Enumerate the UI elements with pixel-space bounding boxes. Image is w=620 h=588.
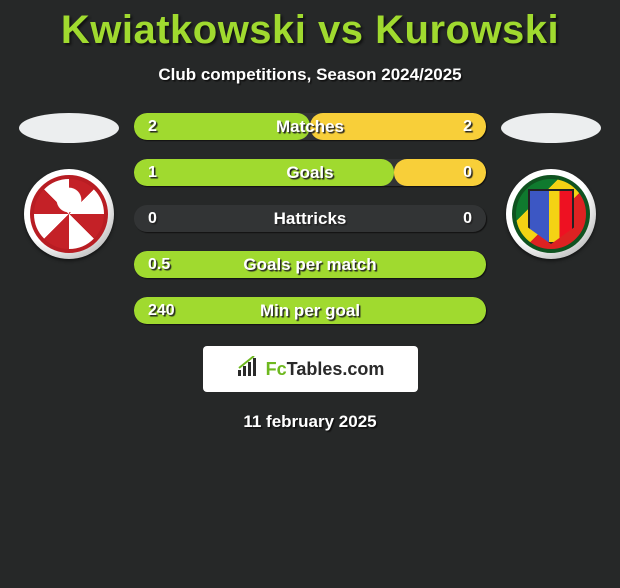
stat-bars: 22Matches 10Goals 00Hattricks 0.5Goals per … (134, 113, 486, 324)
page-title: Kwiatkowski vs Kurowski (0, 8, 620, 53)
stat-row: 10Goals (134, 159, 486, 186)
left-player-column (4, 113, 134, 259)
stat-row: 22Matches (134, 113, 486, 140)
left-club-crest (24, 169, 114, 259)
comparison-layout: 22Matches 10Goals 00Hattricks 0.5Goals per … (0, 113, 620, 324)
stat-row: 240Min per goal (134, 297, 486, 324)
stat-row: 0.5Goals per match (134, 251, 486, 278)
stat-label: Goals (134, 159, 486, 186)
right-club-crest (506, 169, 596, 259)
stat-label: Matches (134, 113, 486, 140)
chart-icon (236, 356, 260, 383)
watermark-text: FcTables.com (266, 359, 385, 380)
page-subtitle: Club competitions, Season 2024/2025 (0, 65, 620, 85)
stat-label: Min per goal (134, 297, 486, 324)
right-player-oval (501, 113, 601, 143)
watermark: FcTables.com (203, 346, 418, 392)
date-label: 11 february 2025 (0, 412, 620, 432)
stat-label: Goals per match (134, 251, 486, 278)
stat-row: 00Hattricks (134, 205, 486, 232)
stat-label: Hattricks (134, 205, 486, 232)
right-player-column (486, 113, 616, 259)
left-player-oval (19, 113, 119, 143)
